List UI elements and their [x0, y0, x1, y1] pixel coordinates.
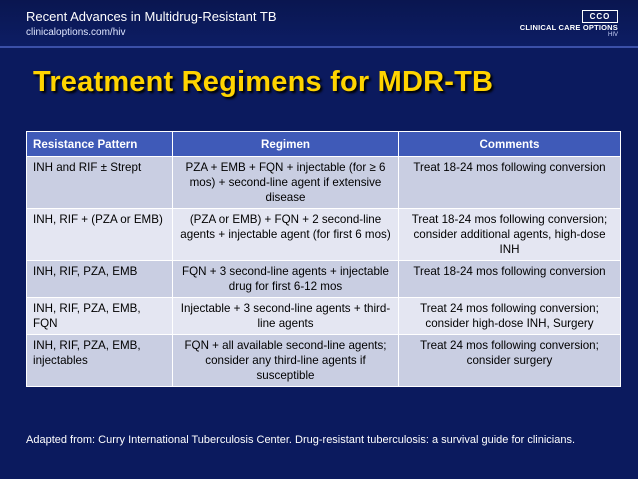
regimen-cell: Injectable + 3 second-line agents + thir…: [172, 297, 399, 335]
table-row: INH and RIF ± Strept PZA + EMB + FQN + i…: [26, 156, 621, 209]
resistance-pattern-cell: INH, RIF, PZA, EMB: [26, 260, 173, 298]
clinical-care-options-logo: CCO CLINICAL CARE OPTIONS HIV: [500, 10, 618, 38]
resistance-pattern-cell: INH, RIF + (PZA or EMB): [26, 208, 173, 261]
slide-title: Treatment Regimens for MDR-TB: [33, 66, 494, 98]
regimen-table: Resistance Pattern Regimen Comments INH …: [26, 131, 621, 387]
regimen-cell: FQN + all available second-line agents; …: [172, 334, 399, 387]
logo-badge: CCO: [582, 10, 618, 23]
column-header-regimen: Regimen: [172, 131, 399, 157]
column-header-comments: Comments: [398, 131, 621, 157]
logo-text: CLINICAL CARE OPTIONS: [519, 23, 618, 32]
table-row: INH, RIF, PZA, EMB FQN + 3 second-line a…: [26, 260, 621, 298]
regimen-cell: PZA + EMB + FQN + injectable (for ≥ 6 mo…: [172, 156, 399, 209]
resistance-pattern-cell: INH, RIF, PZA, EMB, FQN: [26, 297, 173, 335]
header-divider: [0, 46, 638, 48]
comments-cell: Treat 18-24 mos following conversion; co…: [398, 208, 621, 261]
table-row: INH, RIF + (PZA or EMB) (PZA or EMB) + F…: [26, 208, 621, 261]
logo-subtext: HIV: [607, 32, 618, 38]
table-header-row: Resistance Pattern Regimen Comments: [26, 131, 621, 157]
comments-cell: Treat 18-24 mos following conversion: [398, 156, 621, 209]
resistance-pattern-cell: INH and RIF ± Strept: [26, 156, 173, 209]
regimen-cell: (PZA or EMB) + FQN + 2 second-line agent…: [172, 208, 399, 261]
comments-cell: Treat 24 mos following conversion; consi…: [398, 297, 621, 335]
column-header-resistance-pattern: Resistance Pattern: [26, 131, 173, 157]
comments-cell: Treat 18-24 mos following conversion: [398, 260, 621, 298]
table-row: INH, RIF, PZA, EMB, FQN Injectable + 3 s…: [26, 297, 621, 335]
source-url[interactable]: clinicaloptions.com/hiv: [26, 27, 126, 38]
presentation-title: Recent Advances in Multidrug-Resistant T…: [26, 9, 277, 24]
header-bar: [0, 0, 638, 46]
table-row: INH, RIF, PZA, EMB, injectables FQN + al…: [26, 334, 621, 387]
comments-cell: Treat 24 mos following conversion; consi…: [398, 334, 621, 387]
source-citation: Adapted from: Curry International Tuberc…: [26, 434, 576, 446]
resistance-pattern-cell: INH, RIF, PZA, EMB, injectables: [26, 334, 173, 387]
regimen-cell: FQN + 3 second-line agents + injectable …: [172, 260, 399, 298]
